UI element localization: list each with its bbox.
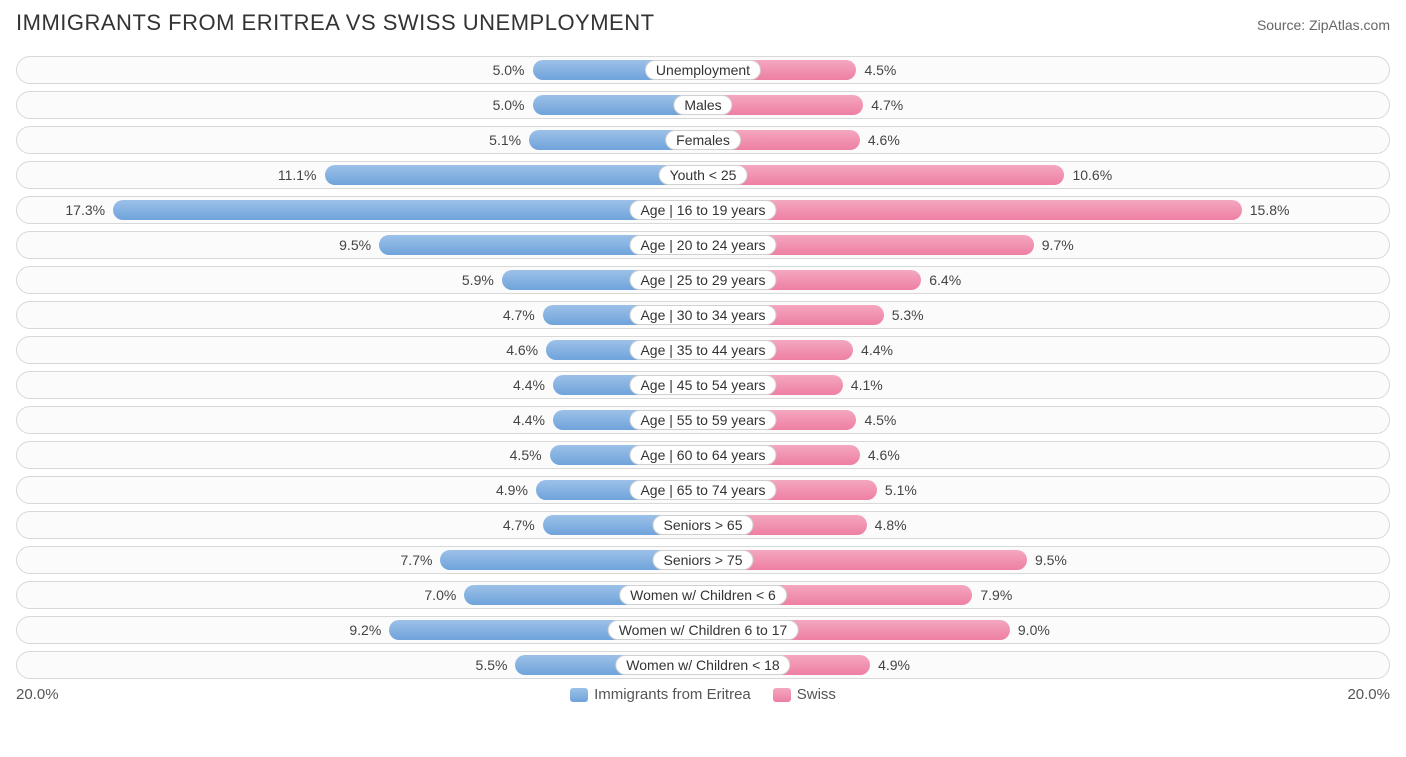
category-label: Age | 45 to 54 years <box>629 375 776 395</box>
chart-row: 4.4% 4.5% Age | 55 to 59 years <box>16 406 1390 434</box>
category-label: Age | 30 to 34 years <box>629 305 776 325</box>
pct-left: 4.4% <box>513 412 545 428</box>
chart-row: 7.7% 9.5% Seniors > 75 <box>16 546 1390 574</box>
pct-right: 4.8% <box>875 517 907 533</box>
pct-left: 17.3% <box>65 202 105 218</box>
legend-label-right: Swiss <box>797 686 836 703</box>
pct-left: 4.7% <box>503 307 535 323</box>
category-label: Age | 65 to 74 years <box>629 480 776 500</box>
category-label: Youth < 25 <box>659 165 748 185</box>
chart-footer: 20.0% Immigrants from Eritrea Swiss 20.0… <box>16 686 1390 703</box>
pct-left: 5.1% <box>489 132 521 148</box>
pct-right: 4.7% <box>871 97 903 113</box>
pct-right: 4.6% <box>868 447 900 463</box>
pct-right: 9.0% <box>1018 622 1050 638</box>
pct-left: 5.5% <box>476 657 508 673</box>
legend-item-left: Immigrants from Eritrea <box>570 686 751 703</box>
chart-row: 4.4% 4.1% Age | 45 to 54 years <box>16 371 1390 399</box>
legend-label-left: Immigrants from Eritrea <box>594 686 751 703</box>
bar-left <box>325 165 704 185</box>
category-label: Age | 16 to 19 years <box>629 200 776 220</box>
pct-right: 5.1% <box>885 482 917 498</box>
chart-row: 5.0% 4.7% Males <box>16 91 1390 119</box>
pct-left: 9.2% <box>349 622 381 638</box>
category-label: Women w/ Children < 6 <box>619 585 787 605</box>
category-label: Females <box>665 130 741 150</box>
chart-row: 11.1% 10.6% Youth < 25 <box>16 161 1390 189</box>
pct-left: 5.0% <box>493 62 525 78</box>
chart-row: 4.5% 4.6% Age | 60 to 64 years <box>16 441 1390 469</box>
chart-row: 4.6% 4.4% Age | 35 to 44 years <box>16 336 1390 364</box>
pct-left: 4.7% <box>503 517 535 533</box>
category-label: Seniors > 65 <box>653 515 754 535</box>
bar-left <box>113 200 703 220</box>
category-label: Age | 55 to 59 years <box>629 410 776 430</box>
pct-right: 7.9% <box>980 587 1012 603</box>
pct-right: 4.5% <box>864 62 896 78</box>
axis-max-right: 20.0% <box>1347 686 1390 703</box>
pct-left: 7.0% <box>424 587 456 603</box>
chart-row: 4.7% 4.8% Seniors > 65 <box>16 511 1390 539</box>
pct-left: 5.0% <box>493 97 525 113</box>
pct-left: 7.7% <box>401 552 433 568</box>
chart-row: 7.0% 7.9% Women w/ Children < 6 <box>16 581 1390 609</box>
bar-right <box>703 200 1242 220</box>
pct-left: 11.1% <box>278 167 317 183</box>
chart-title: IMMIGRANTS FROM ERITREA VS SWISS UNEMPLO… <box>16 10 655 36</box>
chart-row: 4.7% 5.3% Age | 30 to 34 years <box>16 301 1390 329</box>
pct-left: 4.4% <box>513 377 545 393</box>
pct-right: 15.8% <box>1250 202 1290 218</box>
source-name: ZipAtlas.com <box>1309 17 1390 33</box>
pct-left: 4.9% <box>496 482 528 498</box>
pct-right: 10.6% <box>1072 167 1112 183</box>
legend-swatch-blue <box>570 688 588 702</box>
diverging-bar-chart: 5.0% 4.5% Unemployment 5.0% 4.7% Males 5.1% 4.6… <box>16 56 1390 679</box>
legend-swatch-pink <box>773 688 791 702</box>
chart-row: 5.5% 4.9% Women w/ Children < 18 <box>16 651 1390 679</box>
chart-row: 5.1% 4.6% Females <box>16 126 1390 154</box>
chart-row: 17.3% 15.8% Age | 16 to 19 years <box>16 196 1390 224</box>
pct-right: 4.5% <box>864 412 896 428</box>
chart-row: 9.5% 9.7% Age | 20 to 24 years <box>16 231 1390 259</box>
bar-right <box>703 165 1064 185</box>
pct-right: 9.7% <box>1042 237 1074 253</box>
pct-right: 4.1% <box>851 377 883 393</box>
chart-row: 9.2% 9.0% Women w/ Children 6 to 17 <box>16 616 1390 644</box>
category-label: Seniors > 75 <box>653 550 754 570</box>
category-label: Age | 20 to 24 years <box>629 235 776 255</box>
axis-max-left: 20.0% <box>16 686 59 703</box>
pct-right: 4.9% <box>878 657 910 673</box>
category-label: Age | 60 to 64 years <box>629 445 776 465</box>
chart-row: 5.9% 6.4% Age | 25 to 29 years <box>16 266 1390 294</box>
pct-right: 5.3% <box>892 307 924 323</box>
category-label: Age | 25 to 29 years <box>629 270 776 290</box>
pct-right: 4.4% <box>861 342 893 358</box>
category-label: Women w/ Children < 18 <box>615 655 790 675</box>
legend-item-right: Swiss <box>773 686 836 703</box>
category-label: Women w/ Children 6 to 17 <box>608 620 799 640</box>
pct-right: 6.4% <box>929 272 961 288</box>
pct-left: 9.5% <box>339 237 371 253</box>
pct-left: 4.5% <box>510 447 542 463</box>
pct-left: 5.9% <box>462 272 494 288</box>
chart-row: 5.0% 4.5% Unemployment <box>16 56 1390 84</box>
pct-right: 9.5% <box>1035 552 1067 568</box>
header: IMMIGRANTS FROM ERITREA VS SWISS UNEMPLO… <box>16 10 1390 36</box>
pct-left: 4.6% <box>506 342 538 358</box>
category-label: Unemployment <box>645 60 761 80</box>
pct-right: 4.6% <box>868 132 900 148</box>
source-prefix: Source: <box>1257 17 1309 33</box>
category-label: Age | 35 to 44 years <box>629 340 776 360</box>
category-label: Males <box>673 95 732 115</box>
chart-row: 4.9% 5.1% Age | 65 to 74 years <box>16 476 1390 504</box>
chart-source: Source: ZipAtlas.com <box>1257 17 1390 33</box>
legend: Immigrants from Eritrea Swiss <box>570 686 836 703</box>
